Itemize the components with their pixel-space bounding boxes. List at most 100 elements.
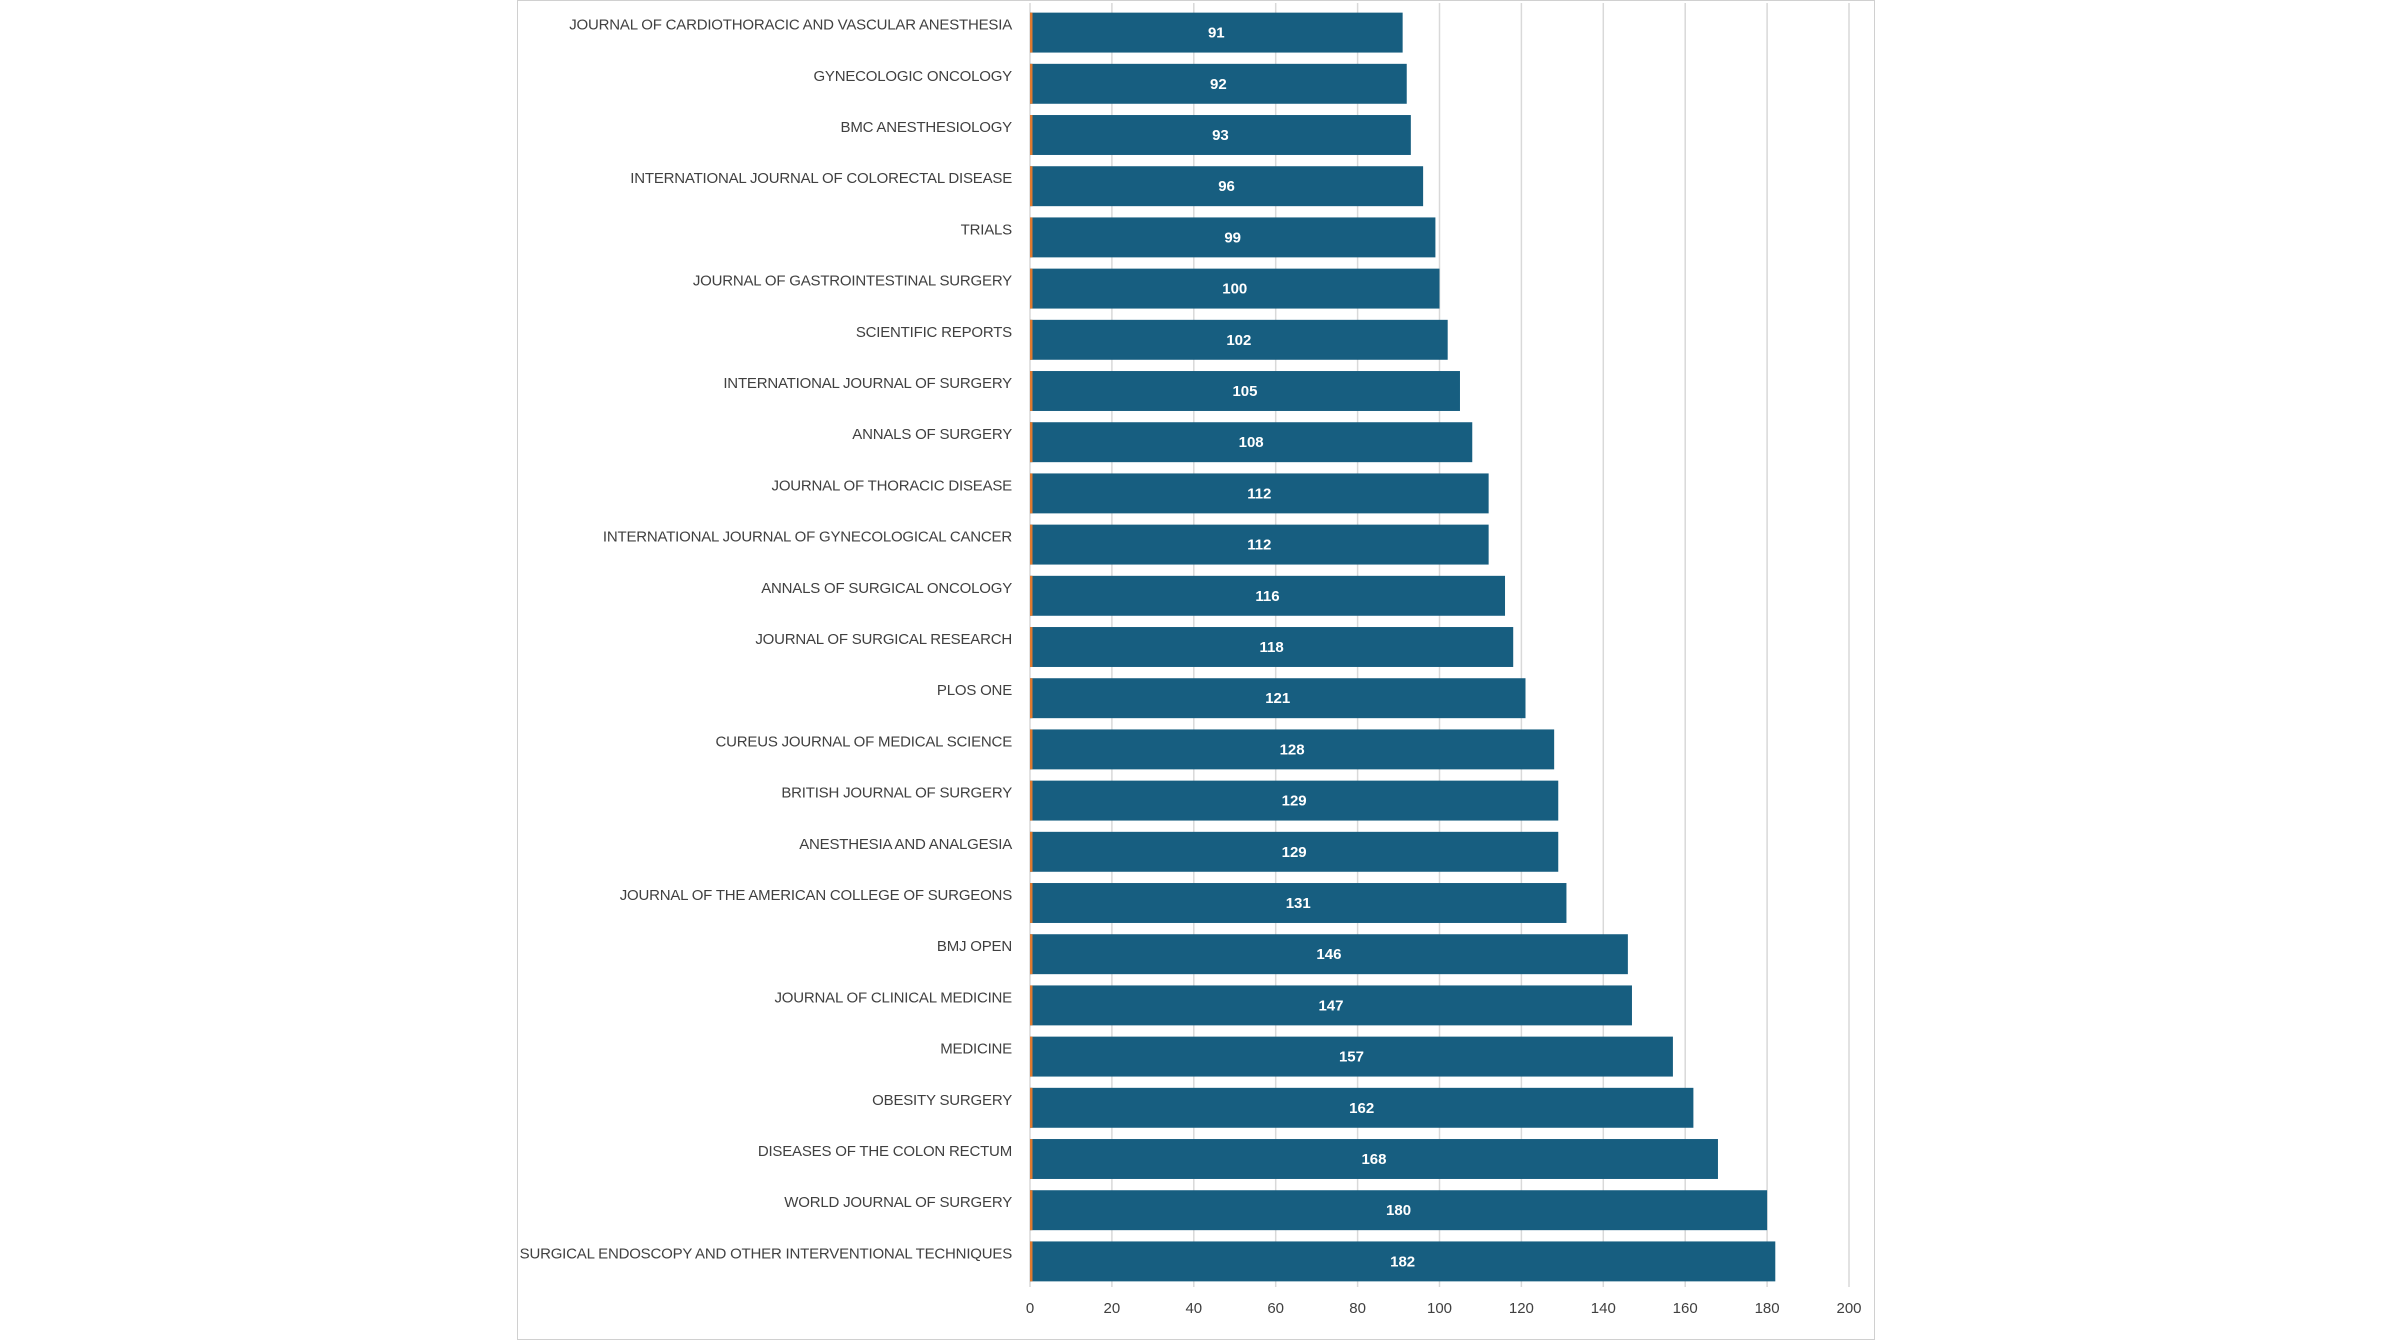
category-label: TRIALS (961, 221, 1013, 238)
bar-accent-mark (1030, 1036, 1033, 1077)
value-labels: 91 92 93 96 99 100 102 105 108 112 112 116 118 121 128… (1208, 25, 1415, 1271)
bar (1030, 1190, 1768, 1231)
category-label: WORLD JOURNAL OF SURGERY (784, 1194, 1012, 1211)
bar (1030, 524, 1489, 565)
bar-accent-mark (1030, 524, 1033, 565)
value-label: 105 (1232, 383, 1257, 400)
value-label: 157 (1339, 1049, 1364, 1066)
value-label: 116 (1255, 588, 1279, 605)
bar (1030, 1087, 1694, 1128)
value-label: 91 (1208, 25, 1225, 42)
bar (1030, 985, 1632, 1026)
value-label: 99 (1224, 229, 1241, 246)
value-label: 182 (1390, 1253, 1415, 1270)
bar-accent-mark (1030, 831, 1033, 872)
category-label: GYNECOLOGIC ONCOLOGY (813, 68, 1012, 85)
category-label: JOURNAL OF SURGICAL RESEARCH (755, 631, 1012, 648)
value-label: 100 (1222, 281, 1247, 298)
x-tick-label: 20 (1104, 1300, 1121, 1317)
value-label: 112 (1247, 485, 1271, 502)
bar-accent-mark (1030, 217, 1033, 258)
category-label: JOURNAL OF THE AMERICAN COLLEGE OF SURGE… (620, 887, 1013, 904)
x-tick-label: 60 (1267, 1300, 1284, 1317)
category-label: JOURNAL OF THORACIC DISEASE (772, 477, 1013, 494)
value-label: 93 (1212, 127, 1229, 144)
value-label: 96 (1218, 178, 1235, 195)
bar (1030, 319, 1448, 360)
category-label: BMJ OPEN (937, 938, 1012, 955)
x-tick-label: 200 (1836, 1300, 1861, 1317)
value-label: 121 (1265, 690, 1290, 707)
category-label: ANNALS OF SURGERY (852, 426, 1012, 443)
value-label: 162 (1349, 1100, 1374, 1117)
value-label: 102 (1226, 332, 1251, 349)
x-tick-label: 160 (1673, 1300, 1698, 1317)
x-tick-label: 120 (1509, 1300, 1534, 1317)
category-label: ANESTHESIA AND ANALGESIA (799, 836, 1012, 853)
category-label: JOURNAL OF GASTROINTESTINAL SURGERY (693, 273, 1012, 290)
category-label: BRITISH JOURNAL OF SURGERY (781, 785, 1012, 802)
bar (1030, 729, 1555, 770)
bar-accent-mark (1030, 1190, 1033, 1231)
value-label: 92 (1210, 76, 1227, 93)
category-label: PLOS ONE (937, 682, 1012, 699)
bar-accent-mark (1030, 729, 1033, 770)
chart-frame: JOURNAL OF CARDIOTHORACIC AND VASCULAR A… (517, 0, 1875, 1340)
value-label: 146 (1316, 946, 1341, 963)
bar (1030, 1241, 1776, 1282)
bar (1030, 1036, 1673, 1077)
x-axis-tick-labels: 0 20 40 60 80 100 120 140 160 180 200 (1026, 1300, 1862, 1317)
x-tick-label: 80 (1349, 1300, 1366, 1317)
bar (1030, 575, 1506, 616)
x-tick-label: 180 (1755, 1300, 1780, 1317)
bar (1030, 268, 1440, 309)
bar-accent-mark (1030, 371, 1033, 411)
category-labels: JOURNAL OF CARDIOTHORACIC AND VASCULAR A… (520, 17, 1013, 1263)
category-label: BMC ANESTHESIOLOGY (841, 119, 1013, 136)
bar-accent-mark (1030, 627, 1033, 667)
bar (1030, 627, 1514, 667)
category-label: SCIENTIFIC REPORTS (856, 324, 1012, 341)
value-label: 129 (1282, 793, 1307, 810)
value-label: 129 (1282, 844, 1307, 861)
category-label: JOURNAL OF CARDIOTHORACIC AND VASCULAR A… (569, 17, 1012, 34)
category-label: INTERNATIONAL JOURNAL OF COLORECTAL DISE… (630, 170, 1012, 187)
bar-accent-mark (1030, 319, 1033, 360)
bar-accent-mark (1030, 63, 1033, 104)
value-label: 108 (1239, 434, 1264, 451)
bar-accent-mark (1030, 422, 1033, 463)
bar (1030, 678, 1526, 719)
bar (1030, 831, 1559, 872)
bar-accent-mark (1030, 166, 1033, 207)
value-label: 168 (1361, 1151, 1386, 1168)
bar (1030, 780, 1559, 821)
bar-accent-mark (1030, 115, 1033, 155)
value-label: 118 (1260, 639, 1284, 656)
bar-accent-mark (1030, 780, 1033, 821)
bar (1030, 12, 1403, 53)
bar-accent-mark (1030, 678, 1033, 719)
category-label: MEDICINE (940, 1041, 1012, 1058)
bar (1030, 1139, 1718, 1179)
bar (1030, 422, 1473, 463)
value-label: 180 (1386, 1202, 1411, 1219)
bar (1030, 217, 1436, 258)
bar-accent-mark (1030, 575, 1033, 616)
bar-accent-mark (1030, 12, 1033, 53)
x-tick-label: 140 (1591, 1300, 1616, 1317)
bar-accent-mark (1030, 985, 1033, 1026)
value-label: 128 (1280, 741, 1305, 758)
bar-accent-mark (1030, 934, 1033, 975)
bar (1030, 371, 1460, 411)
bar (1030, 883, 1567, 923)
bar (1030, 115, 1411, 155)
bar (1030, 473, 1489, 514)
bar-accent-mark (1030, 473, 1033, 514)
bar (1030, 934, 1628, 975)
bar (1030, 63, 1407, 104)
x-tick-label: 0 (1026, 1300, 1034, 1317)
category-label: SURGICAL ENDOSCOPY AND OTHER INTERVENTIO… (520, 1245, 1013, 1262)
value-label: 131 (1286, 895, 1311, 912)
category-label: INTERNATIONAL JOURNAL OF SURGERY (723, 375, 1012, 392)
category-label: CUREUS JOURNAL OF MEDICAL SCIENCE (716, 733, 1013, 750)
